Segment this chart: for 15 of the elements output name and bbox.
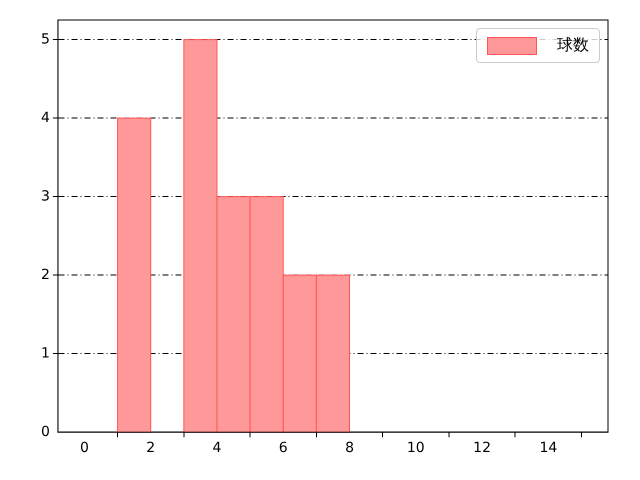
x-tick-label: 2: [146, 440, 156, 456]
x-tick-label: 12: [473, 440, 491, 456]
y-tick-label: 4: [40, 110, 50, 126]
x-tick-label: 8: [345, 440, 354, 456]
y-tick-label: 0: [40, 424, 50, 440]
y-tick-label: 3: [40, 188, 50, 204]
y-tick-label: 2: [40, 266, 50, 283]
legend-label: 球数: [557, 35, 589, 56]
x-tick-label: 14: [539, 440, 558, 456]
x-tick-label: 10: [406, 440, 425, 456]
x-tick-label: 6: [278, 440, 288, 456]
y-tick-label: 5: [40, 31, 50, 48]
x-tick-label: 0: [80, 440, 89, 456]
x-tick-label: 4: [212, 440, 222, 456]
y-tick-label: 1: [40, 345, 50, 362]
